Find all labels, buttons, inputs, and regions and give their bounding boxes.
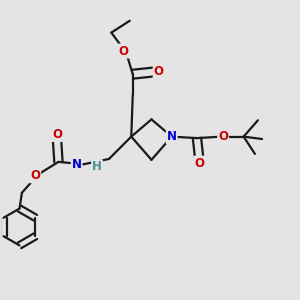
Text: O: O (218, 130, 228, 143)
Text: N: N (72, 158, 82, 171)
Text: O: O (119, 44, 129, 58)
Text: O: O (154, 65, 164, 78)
Text: N: N (167, 130, 177, 143)
Text: O: O (194, 157, 204, 169)
Text: O: O (52, 128, 62, 141)
Text: H: H (92, 160, 102, 173)
Text: O: O (30, 169, 40, 182)
